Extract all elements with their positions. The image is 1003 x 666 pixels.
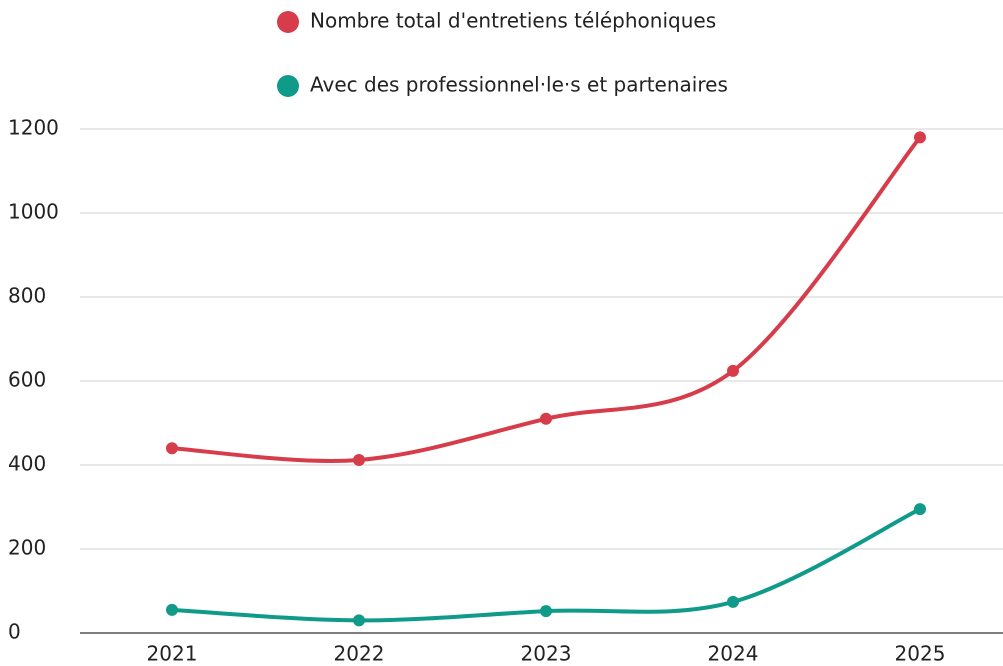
data-point: [540, 412, 552, 425]
y-tick-label: 600: [8, 368, 46, 392]
legend-label: Avec des professionnel·le·s et partenair…: [310, 73, 728, 97]
legend-marker: [277, 75, 299, 97]
legend-label: Nombre total d'entretiens téléphoniques: [310, 9, 716, 33]
y-tick-label: 200: [8, 536, 46, 560]
series-line: [170, 507, 922, 623]
data-point: [353, 614, 365, 627]
legend-marker: [277, 11, 299, 33]
data-point: [540, 605, 552, 618]
series-line: [170, 135, 922, 463]
data-point: [727, 595, 739, 608]
data-point: [914, 503, 926, 516]
data-point: [914, 131, 926, 144]
y-tick-label: 400: [8, 452, 46, 476]
x-tick-label: 2021: [147, 642, 198, 666]
y-tick-label: 1000: [8, 200, 59, 224]
y-tick-label: 0: [8, 620, 21, 644]
y-tick-label: 800: [8, 284, 46, 308]
data-point: [166, 603, 178, 616]
x-tick-label: 2025: [895, 642, 946, 666]
data-point: [166, 442, 178, 455]
x-tick-label: 2024: [708, 642, 759, 666]
x-tick-label: 2022: [334, 642, 385, 666]
data-point: [353, 453, 365, 466]
x-tick-label: 2023: [521, 642, 572, 666]
data-point: [727, 364, 739, 377]
y-tick-label: 1200: [8, 116, 59, 140]
